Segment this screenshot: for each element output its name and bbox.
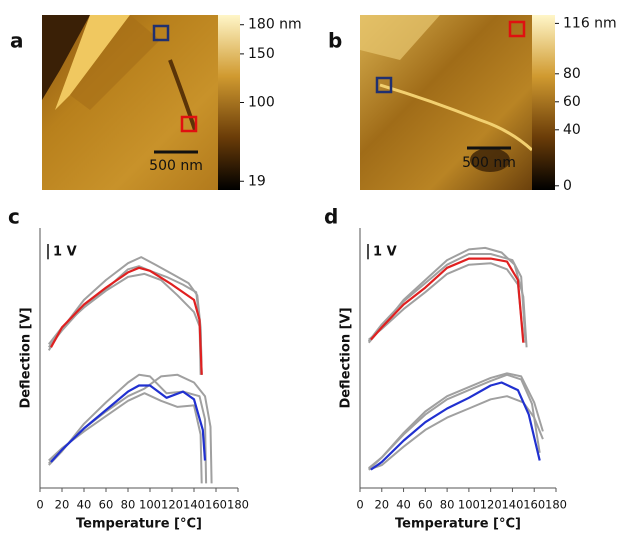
x-tick-label: 140 <box>501 498 523 512</box>
panel-label: c <box>8 205 20 229</box>
x-tick-label: 80 <box>440 498 455 512</box>
y-axis-title: Deflection [V] <box>19 307 34 408</box>
x-tick-label: 120 <box>161 498 183 512</box>
series-line <box>48 373 208 484</box>
series-line <box>367 246 528 348</box>
scale-bar-label: 500 nm <box>149 158 203 174</box>
colorbar-tick-label: 40 <box>563 122 581 138</box>
x-tick-label: 120 <box>480 498 502 512</box>
x-tick-label: 100 <box>458 498 480 512</box>
x-tick-label: 0 <box>36 498 43 512</box>
series-line <box>48 265 202 375</box>
colorbar-tick-label: 100 <box>248 95 275 111</box>
series-line <box>50 384 207 463</box>
afm-image-a <box>42 15 240 190</box>
afm-image-b <box>360 15 555 190</box>
series-line <box>370 381 541 471</box>
x-tick-label: 20 <box>374 498 389 512</box>
series-line <box>367 253 527 343</box>
x-tick-label: 80 <box>121 498 136 512</box>
series-line <box>368 373 541 471</box>
colorbar-tick-label: 150 <box>248 46 275 62</box>
colorbar-tick-label: 116 nm <box>563 15 617 31</box>
colorbar-tick-label: 60 <box>563 94 581 110</box>
x-tick-label: 160 <box>523 498 545 512</box>
x-tick-label: 160 <box>205 498 227 512</box>
x-tick-label: 60 <box>418 498 433 512</box>
colorbar-tick-label: 80 <box>563 66 581 82</box>
colorbar-tick-label: 0 <box>563 178 572 194</box>
y-axis-title: Deflection [V] <box>339 307 354 408</box>
panel-label: b <box>328 29 342 53</box>
colorbar-tick-label: 180 nm <box>248 17 302 33</box>
series-line <box>368 395 544 471</box>
colorbar-tick-label: 19 <box>248 173 266 189</box>
x-tick-label: 100 <box>139 498 161 512</box>
x-tick-label: 40 <box>77 498 92 512</box>
scale-bar-label: 500 nm <box>462 155 516 171</box>
series-line <box>368 262 525 341</box>
x-tick-label: 20 <box>55 498 70 512</box>
x-tick-label: 140 <box>183 498 205 512</box>
series-line <box>50 266 203 375</box>
panel-label: d <box>324 205 338 229</box>
panel-label: a <box>10 29 24 53</box>
series-line <box>370 257 525 343</box>
x-tick-label: 180 <box>545 498 567 512</box>
x-tick-label: 180 <box>227 498 249 512</box>
x-axis-title: Temperature [°C] <box>395 517 521 532</box>
scale-bar-label: 1 V <box>373 245 397 260</box>
x-axis-title: Temperature [°C] <box>76 517 202 532</box>
x-tick-label: 40 <box>396 498 411 512</box>
scale-bar-label: 1 V <box>53 245 77 260</box>
x-tick-label: 0 <box>356 498 363 512</box>
x-tick-label: 60 <box>99 498 114 512</box>
